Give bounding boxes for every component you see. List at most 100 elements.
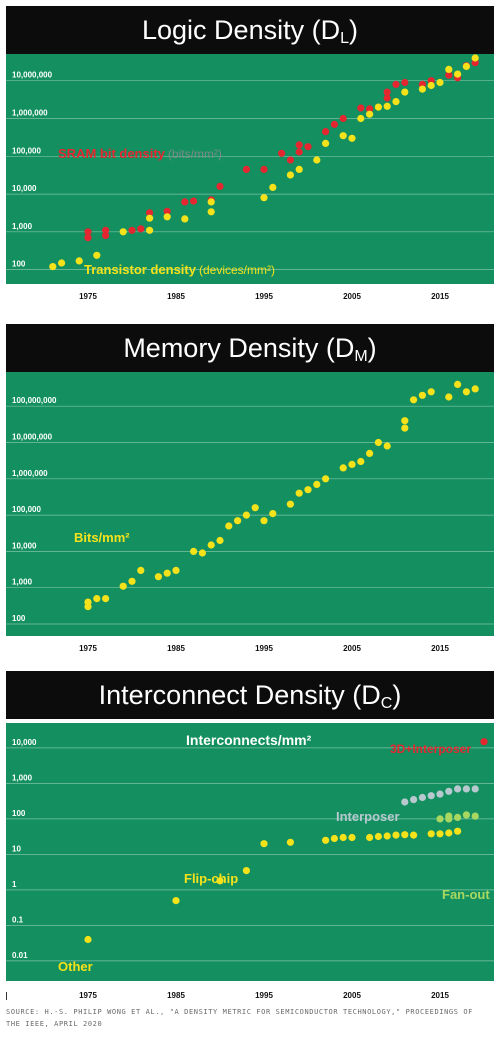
data-point-transistor-density [269, 183, 277, 191]
y-tick-label: 1,000 [12, 222, 33, 231]
memory-density-chart: 100 1,000 10,000 100,000 1,000,000 10,000,000… [6, 380, 494, 625]
data-point-flip-chip [427, 830, 435, 838]
data-point-bits-mm [172, 566, 180, 574]
data-point-sram-bit-density [146, 209, 154, 217]
data-point-bits-mm [418, 391, 426, 399]
data-point-flip-chip [383, 832, 391, 840]
data-point-bits-mm [207, 541, 215, 549]
data-point-transistor-density [207, 198, 215, 206]
data-point-sram-bit-density [357, 104, 365, 112]
memory-title-sub: M [354, 348, 368, 365]
y-tick-label: 10,000 [12, 738, 37, 747]
x-tick-label: 2015 [431, 644, 449, 653]
data-point-bits-mm [410, 396, 418, 404]
data-point-transistor-density [58, 259, 66, 267]
data-point-flip-chip [436, 830, 444, 838]
data-point-sram-bit-density [366, 105, 374, 113]
data-point-flip-chip [410, 831, 418, 839]
data-point-transistor-density [348, 134, 356, 142]
data-point-bits-mm [348, 460, 356, 468]
interconnect-title-sub: C [380, 695, 393, 712]
data-point-transistor-density [286, 171, 294, 179]
y-tick-label: 10,000,000 [12, 71, 53, 80]
data-point-transistor-density [374, 103, 382, 111]
interconnect-title-close: ) [392, 680, 402, 710]
x-tick-label: 1985 [167, 292, 185, 301]
data-point-transistor-density [454, 70, 462, 78]
data-point-sram-bit-density [278, 149, 286, 157]
data-point-interposer [401, 798, 409, 806]
data-point-flip-chip [330, 834, 338, 843]
y-tick-label: 100,000,000 [12, 396, 57, 405]
data-point-interposer [410, 796, 418, 804]
x-tick-label: 1995 [255, 644, 273, 653]
data-point-sram-bit-density [102, 226, 110, 234]
data-point-transistor-density [339, 132, 347, 140]
data-point-flip-chip [286, 838, 294, 846]
data-point-sram-bit-density [339, 114, 347, 123]
y-tick-label: 1,000 [12, 773, 33, 782]
interconnect-density-title: Interconnect Density (DC) [6, 671, 494, 719]
data-point-bits-mm [427, 388, 435, 396]
data-point-sram-bit-density [295, 141, 303, 149]
x-tick-label: 2005 [343, 644, 361, 653]
data-point-transistor-density [418, 85, 426, 93]
data-point-transistor-density [357, 114, 365, 123]
data-point-bits-mm [93, 595, 101, 603]
data-point-fan-out [471, 812, 479, 820]
data-point-transistor-density [119, 228, 127, 236]
data-point-sram-bit-density [163, 207, 171, 215]
data-point-transistor-density [146, 214, 154, 222]
data-point-transistor-density [445, 65, 453, 73]
data-point-bits-mm [304, 486, 312, 494]
data-point-transistor-density [207, 208, 215, 216]
data-point-bits-mm [225, 522, 233, 530]
data-point-transistor-density [146, 226, 154, 234]
logic-title-sub: L [340, 30, 349, 47]
y-tick-label: 1,000,000 [12, 469, 48, 478]
annotation-flipchip: Flip-chip [184, 871, 238, 886]
logic-density-chart: 100 1,000 10,000 100,000 1,000,000 10,000,000… [6, 54, 494, 277]
y-tick-label: 100,000 [12, 146, 41, 155]
annotation-sram: SRAM bit density (bits/mm²) [58, 146, 222, 161]
data-point-bits-mm [251, 504, 259, 512]
data-point-bits-mm [216, 536, 224, 545]
data-point-transistor-density [322, 139, 330, 147]
annotation-bits: Bits/mm² [74, 530, 130, 545]
data-point-bits-mm [374, 438, 382, 447]
data-point-interposer [427, 792, 435, 800]
memory-title-text: Memory Density (D [123, 333, 355, 363]
data-point-bits-mm [102, 595, 110, 603]
y-tick-label: 0.1 [12, 915, 24, 924]
data-point-sram-bit-density [401, 78, 409, 87]
annotation-3d: 3D+Interposer [390, 742, 471, 756]
data-point-flip-chip [366, 833, 374, 842]
data-point-sram-bit-density [181, 198, 189, 206]
data-point-sram-bit-density [84, 228, 92, 236]
data-point-interposer [418, 793, 426, 802]
x-tick-label: 1975 [79, 292, 97, 301]
data-point-interposer [462, 785, 470, 793]
data-point-fan-out [436, 815, 444, 823]
data-point-sram-bit-density [216, 182, 224, 190]
y-tick-label: 1,000 [12, 578, 33, 587]
annotation-unit: Interconnects/mm² [186, 732, 312, 748]
data-point-fan-out [445, 812, 453, 820]
y-tick-label: 10,000,000 [12, 433, 53, 442]
data-point-bits-mm [286, 500, 294, 508]
annotation-transistor: Transistor density (devices/mm²) [84, 262, 275, 277]
data-point-transistor-density [181, 215, 189, 223]
y-tick-label: 1 [12, 880, 17, 889]
memory-density-panel: Memory Density (DM) 100 1,000 10,000 100,00… [6, 318, 494, 658]
x-tick-label: 2015 [431, 991, 449, 1000]
data-point-transistor-density [366, 110, 374, 118]
data-point-transistor-density [93, 251, 101, 259]
data-point-interposer [454, 785, 462, 793]
logic-title-close: ) [348, 15, 358, 45]
data-point-sram-bit-density [304, 143, 312, 151]
memory-density-plot: 100 1,000 10,000 100,000 1,000,000 10,000,000… [6, 372, 494, 636]
data-point-transistor-density [392, 98, 400, 106]
annotation-interposer: Interposer [336, 809, 400, 824]
y-tick-label: 10 [12, 844, 21, 853]
data-point-bits-mm [137, 566, 145, 574]
